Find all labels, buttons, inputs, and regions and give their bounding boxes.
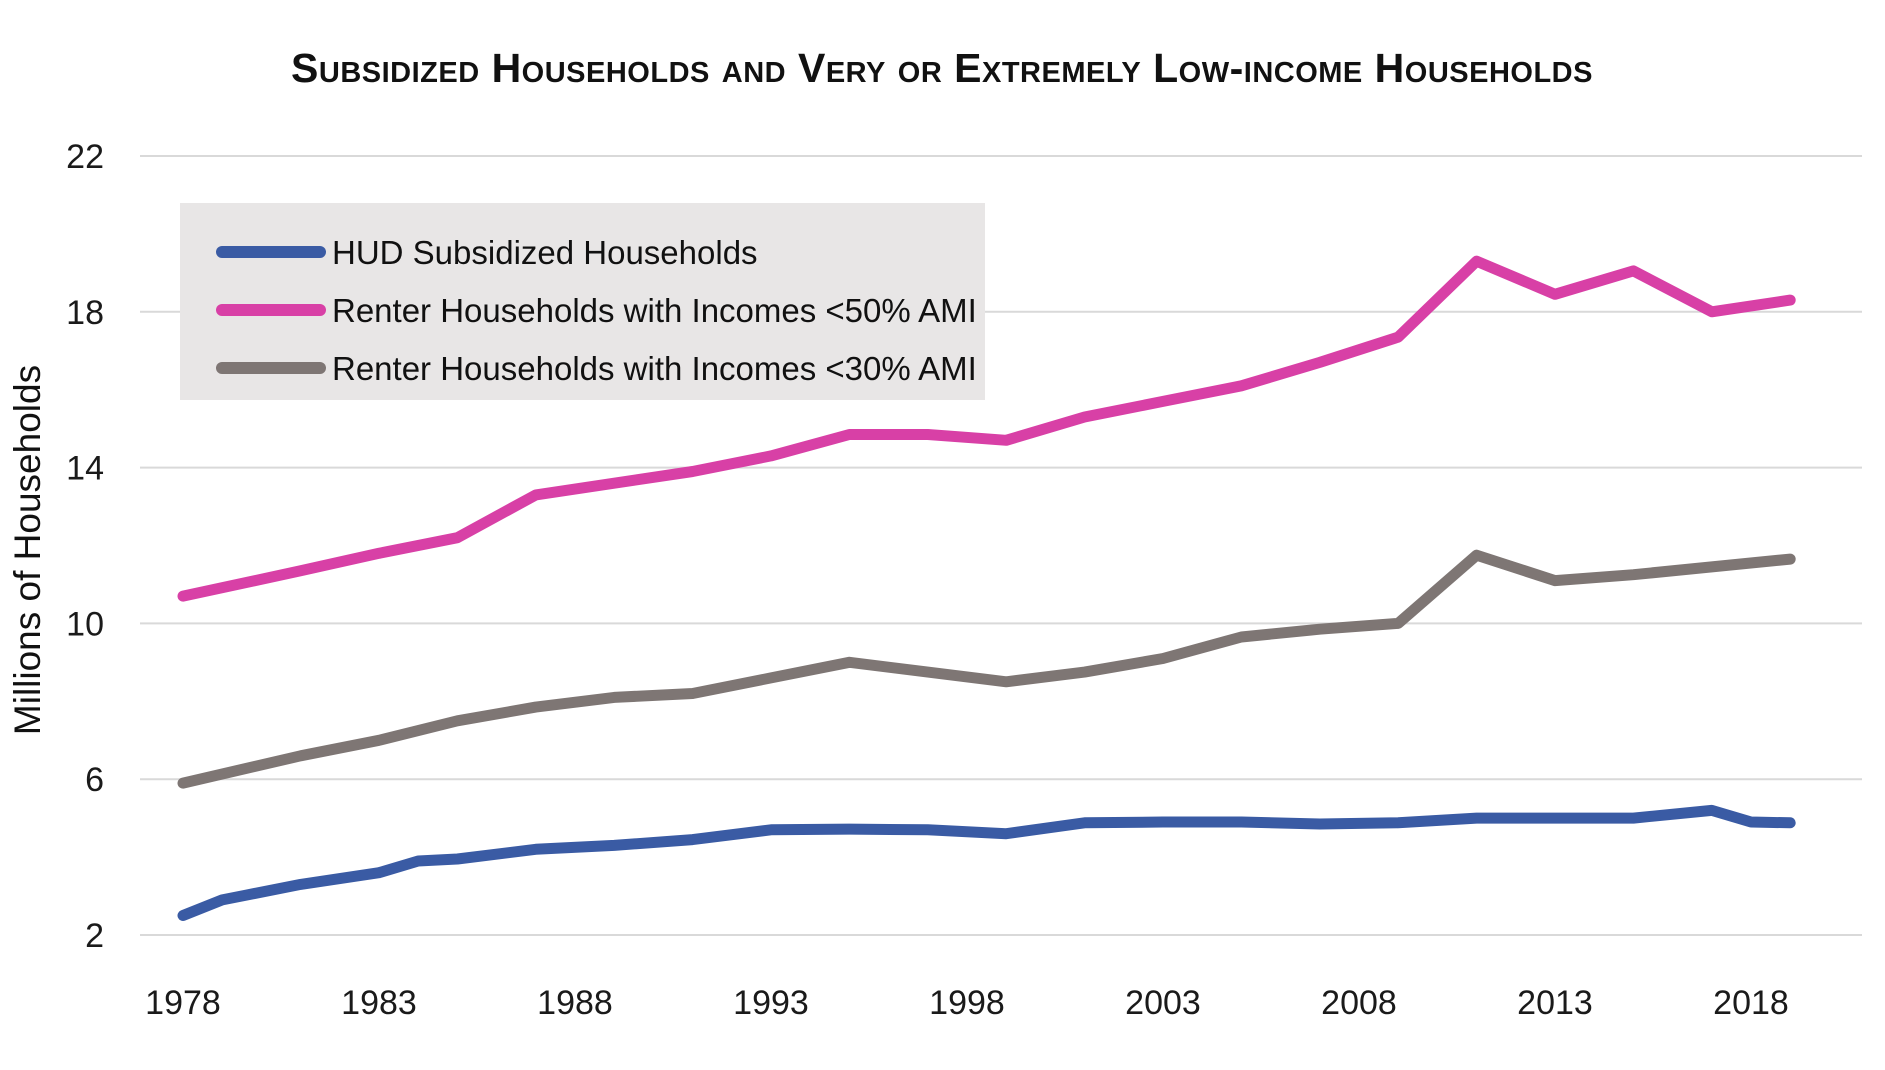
x-tick-label-1988: 1988 (537, 984, 613, 1022)
y-tick-label-14: 14 (66, 450, 104, 488)
x-tick-label-2003: 2003 (1125, 984, 1201, 1022)
y-tick-label-18: 18 (66, 294, 104, 332)
series-line-1 (177, 255, 1796, 602)
x-tick-label-2018: 2018 (1713, 984, 1789, 1022)
series-lines (177, 255, 1796, 921)
x-tick-label-1978: 1978 (145, 984, 221, 1022)
x-tick-label-2013: 2013 (1517, 984, 1593, 1022)
x-tick-label-1983: 1983 (341, 984, 417, 1022)
legend-label-renters-30ami: Renter Households with Incomes <30% AMI (332, 350, 977, 387)
chart-title: Subsidized Households and Very or Extrem… (291, 45, 1593, 91)
series-line-0 (177, 804, 1796, 921)
legend-item-renters-30ami: Renter Households with Incomes <30% AMI (216, 350, 977, 387)
legend-item-renters-50ami: Renter Households with Incomes <50% AMI (216, 292, 977, 329)
x-tick-label-1993: 1993 (733, 984, 809, 1022)
y-tick-label-22: 22 (66, 138, 104, 176)
series-line-2 (177, 549, 1796, 789)
legend-item-hud-subsidized: HUD Subsidized Households (216, 234, 758, 271)
legend-label-hud-subsidized: HUD Subsidized Households (332, 234, 758, 271)
x-tick-label-2008: 2008 (1321, 984, 1397, 1022)
legend: HUD Subsidized Households Renter Househo… (180, 203, 985, 400)
x-tick-label-1998: 1998 (929, 984, 1005, 1022)
x-tick-labels: 1978 1983 1988 1993 1998 2003 2008 2013 2018 (145, 984, 1789, 1022)
y-tick-labels: 22 18 14 10 6 2 (66, 138, 104, 955)
legend-label-renters-50ami: Renter Households with Incomes <50% AMI (332, 292, 977, 329)
y-tick-label-6: 6 (85, 761, 104, 799)
y-tick-label-10: 10 (66, 605, 104, 643)
y-tick-label-2: 2 (85, 917, 104, 955)
y-axis-title: Millions of Households (7, 365, 48, 735)
